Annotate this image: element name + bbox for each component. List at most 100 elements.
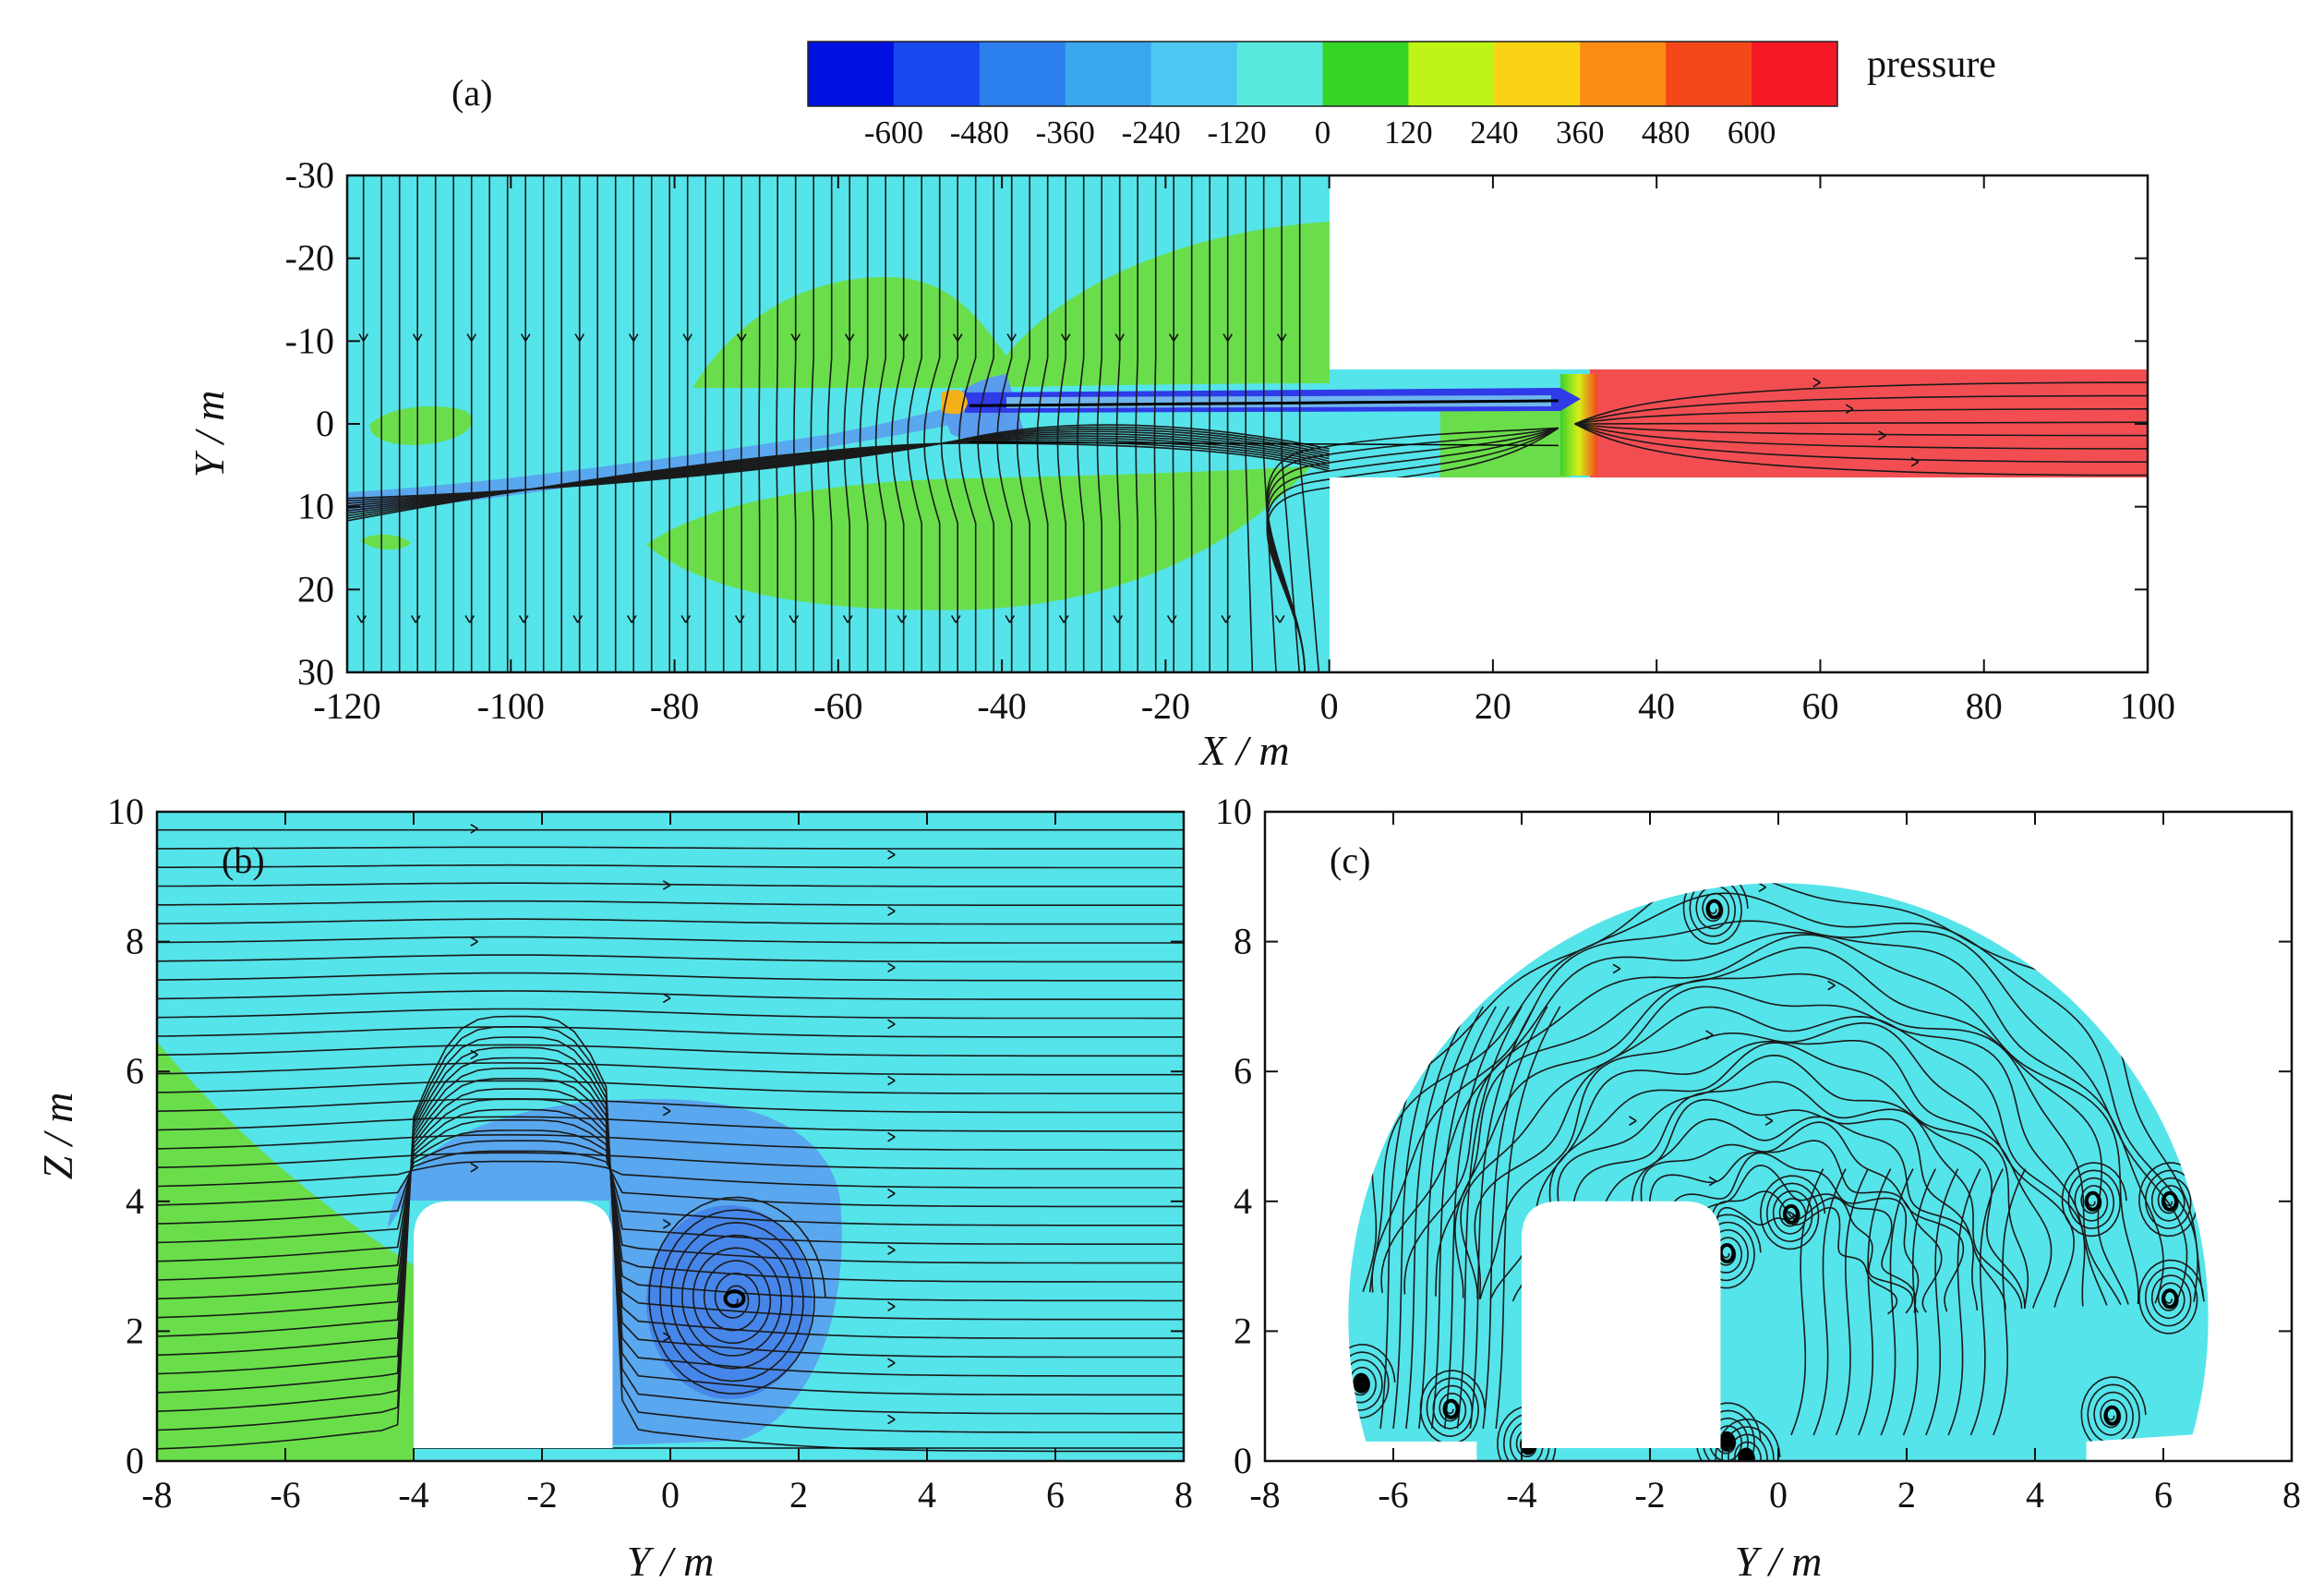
panel-b-label: (b) <box>222 839 265 881</box>
streamline <box>1474 1006 2086 1307</box>
tunnel-streamline <box>1574 423 2148 477</box>
panel-b-ticks: -8 -6 -4 -2 0 2 4 6 8 0 2 4 6 8 10 <box>107 791 1193 1516</box>
colorbar-tick-label: -240 <box>1122 115 1181 151</box>
streamline <box>157 1080 1184 1094</box>
flow-arrow <box>1222 333 1234 342</box>
y-tick-label: 2 <box>126 1310 144 1351</box>
streamline <box>1096 175 1102 672</box>
x-tick-label: -60 <box>813 685 862 727</box>
panel-c-label: (c) <box>1330 839 1370 881</box>
colorbar-tick-labels: -600 -480 -360 -240 -120 0 120 240 360 480 600 <box>864 115 1776 151</box>
x-tick-label: -2 <box>526 1474 557 1516</box>
panel-a-ylabel: Y / m <box>186 391 233 478</box>
flow-arrow <box>1166 615 1177 623</box>
x-tick-label: -100 <box>477 685 545 727</box>
streamline <box>157 1026 1184 1433</box>
x-tick-label: -80 <box>650 685 699 727</box>
train-bottom-edge <box>969 441 1559 447</box>
streamline <box>874 175 886 672</box>
vortex-dot <box>1740 1451 1753 1461</box>
streamline <box>157 990 1184 1000</box>
streamline <box>1281 175 1300 672</box>
vortex-core <box>1442 1398 1460 1419</box>
flow-arrow <box>466 333 477 342</box>
vortex-core <box>723 1289 746 1309</box>
streamline <box>977 175 994 672</box>
colorbar-tick-label: -600 <box>864 115 923 151</box>
flow-arrow <box>887 962 896 973</box>
tunnel-streamline <box>1574 408 2148 425</box>
leeward-streamline <box>1812 1168 1847 1436</box>
streamline <box>1036 175 1049 672</box>
flow-arrow <box>1221 615 1232 623</box>
panel-a-field <box>347 175 2148 672</box>
vortex-core <box>2161 1288 2178 1310</box>
streamline <box>859 175 869 672</box>
flow-arrow <box>1845 404 1854 415</box>
leeward-streamline <box>1925 1168 1959 1436</box>
leeward-streamline <box>1835 1168 1870 1436</box>
tunnel-streamline <box>1574 423 2148 437</box>
vortex-dot <box>1355 1376 1368 1390</box>
wall-streamline <box>1469 1006 1535 1429</box>
wall-streamline <box>1418 1006 1484 1429</box>
streamline <box>157 1097 1184 1114</box>
streamline <box>1371 920 2188 1303</box>
flow-arrow <box>1758 883 1766 893</box>
flow-arrow <box>358 333 369 342</box>
wall-streamline <box>1495 1006 1561 1429</box>
streamline <box>1016 175 1030 672</box>
flow-arrow <box>734 615 745 623</box>
streamline <box>1479 1021 2075 1308</box>
x-tick-label: 20 <box>1475 685 1511 727</box>
solid-region-upper <box>1330 175 2148 369</box>
panel-c-xlabel: Y / m <box>1735 1538 1823 1585</box>
flow-arrow <box>950 615 961 623</box>
streamline <box>157 1116 1184 1132</box>
flow-arrow <box>1629 1116 1637 1126</box>
streamline <box>810 175 814 672</box>
streamline <box>1403 934 2139 1305</box>
flow-arrow <box>952 333 963 342</box>
flow-arrow <box>887 1414 896 1425</box>
streamline <box>957 175 977 672</box>
tunnel-streamline <box>1574 423 2148 450</box>
streamline <box>1460 985 2108 1306</box>
y-tick-label: 8 <box>126 921 144 962</box>
flow-arrow <box>1006 333 1018 342</box>
wake-streamline <box>347 442 1330 522</box>
colorbar-border <box>807 41 1838 107</box>
streamline <box>157 1160 1184 1189</box>
colorbar-cell <box>893 42 981 106</box>
colorbar-cell <box>979 42 1066 106</box>
small-positive-zone <box>369 406 472 445</box>
streamline <box>1245 175 1254 672</box>
colorbar-tick-label: 600 <box>1728 115 1776 151</box>
streamline <box>157 1108 1184 1283</box>
streamline <box>1511 1042 2029 1310</box>
x-tick-label: -4 <box>1506 1474 1536 1516</box>
streamline <box>157 882 1184 888</box>
flow-arrow <box>626 615 637 623</box>
flow-arrow <box>1058 615 1069 623</box>
panel-c: (c) -8 -6 -4 -2 0 2 4 6 8 0 2 4 6 8 10 Y / m <box>1215 791 2301 1585</box>
colorbar-tick-label: -480 <box>950 115 1009 151</box>
flow-arrow <box>662 1219 671 1229</box>
flow-arrow <box>898 333 909 342</box>
x-tick-label: 8 <box>1174 1474 1193 1516</box>
y-tick-label: 10 <box>107 791 144 832</box>
streamline <box>1368 892 2198 1302</box>
panel-b-streamlines <box>157 823 1184 1453</box>
panel-a-label: (a) <box>452 72 492 114</box>
panel-a-xlabel: X / m <box>1198 727 1289 774</box>
panel-b: (b) -8 -6 -4 -2 0 2 4 6 8 0 2 4 6 8 10 Y / m Z / m <box>34 791 1193 1585</box>
colorbar-tick-label: 360 <box>1556 115 1605 151</box>
wall-streamline <box>1443 1006 1510 1429</box>
streamline <box>157 936 1184 944</box>
streamline <box>940 175 958 672</box>
panel-a-streamlines <box>347 175 2148 672</box>
streamline <box>1454 972 2122 1306</box>
flow-arrow <box>789 615 800 623</box>
panel-c-ticks: -8 -6 -4 -2 0 2 4 6 8 0 2 4 6 8 10 <box>1215 791 2301 1516</box>
flow-arrow <box>1764 1116 1774 1127</box>
